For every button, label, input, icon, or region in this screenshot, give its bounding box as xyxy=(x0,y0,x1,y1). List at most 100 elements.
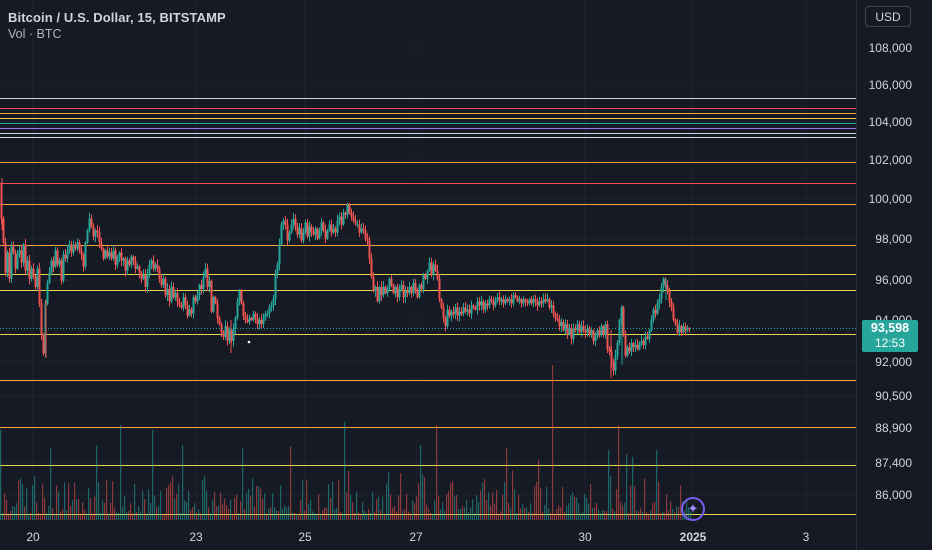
candle-body xyxy=(278,244,281,265)
candle-body xyxy=(574,328,577,331)
volume-bar xyxy=(568,503,570,520)
candle-body xyxy=(378,286,381,302)
volume-bar xyxy=(340,511,342,520)
candle-body xyxy=(82,254,85,267)
volume-bar xyxy=(408,511,410,520)
candle-body xyxy=(454,307,457,314)
candle-body xyxy=(652,309,655,320)
volume-bar xyxy=(386,483,388,520)
volume-bar xyxy=(56,485,58,520)
volume-bar xyxy=(600,513,602,520)
y-axis-ticks: 108,000 106,000 104,000 102,000 100,000 98,00… xyxy=(869,41,913,502)
x-axis-ticks: 20 23 25 27 30 2025 3 xyxy=(26,530,809,544)
volume-legend[interactable]: Vol · BTC xyxy=(8,27,62,41)
y-tick-label: 102,000 xyxy=(869,153,913,167)
volume-bar xyxy=(312,511,314,520)
candle-body xyxy=(350,212,353,217)
y-tick-label: 86,000 xyxy=(875,488,912,502)
volume-bar xyxy=(594,506,596,520)
volume-bar xyxy=(588,503,590,520)
volume-bar xyxy=(672,509,674,520)
bar-countdown: 12:53 xyxy=(874,336,906,350)
candle-body xyxy=(258,319,261,325)
volume-bar xyxy=(250,495,252,520)
volume-bar xyxy=(198,509,200,520)
candle-body xyxy=(296,226,299,235)
candle-body xyxy=(406,291,409,294)
candle-body xyxy=(668,291,671,302)
candle-body xyxy=(436,270,439,279)
volume-bar xyxy=(632,456,634,520)
volume-bar xyxy=(532,512,534,520)
volume-bar xyxy=(526,507,528,520)
candle-body xyxy=(472,305,475,308)
sparkle-icon[interactable]: ✦ xyxy=(681,497,705,521)
volume-bar xyxy=(460,508,462,520)
candle-body xyxy=(640,340,643,343)
volume-bar xyxy=(492,492,494,520)
volume-bar xyxy=(46,513,48,520)
candle-body xyxy=(432,264,435,275)
volume-bar xyxy=(300,499,302,520)
candle-body xyxy=(326,230,329,239)
candle-body xyxy=(188,309,191,316)
volume-bar xyxy=(676,506,678,520)
candle-body xyxy=(396,286,399,298)
candle-body xyxy=(304,222,307,233)
candle-body xyxy=(232,328,235,341)
candle-body xyxy=(546,299,549,302)
candle-body xyxy=(616,342,619,356)
candle-body xyxy=(526,301,529,304)
candle-body xyxy=(250,317,253,320)
candle-body xyxy=(682,326,685,333)
volume-bar xyxy=(174,498,176,520)
candle-body xyxy=(602,326,605,335)
candle-body xyxy=(676,324,679,333)
volume-bar xyxy=(498,513,500,520)
candle-body xyxy=(638,342,641,350)
volume-bar xyxy=(426,504,428,520)
candle-body xyxy=(96,230,99,233)
candle-body xyxy=(140,272,143,279)
candle-body xyxy=(558,319,561,327)
candle-body xyxy=(196,295,199,302)
candle-body xyxy=(102,248,105,259)
volume-bar xyxy=(222,504,224,520)
volume-bar xyxy=(578,503,580,520)
candle-body xyxy=(496,297,499,300)
volume-bar xyxy=(34,476,36,520)
volume-bar xyxy=(662,511,664,520)
candle-body xyxy=(488,299,491,306)
candle-body xyxy=(306,222,309,237)
candle-body xyxy=(430,262,433,275)
volume-bar xyxy=(286,507,288,520)
candle-body xyxy=(144,274,147,287)
volume-bar xyxy=(602,510,604,520)
volume-bar xyxy=(452,480,454,520)
volume-bar xyxy=(646,512,648,520)
candle-body xyxy=(466,309,469,312)
candle-body xyxy=(58,260,61,265)
candle-body xyxy=(328,224,331,231)
volume-bar xyxy=(414,503,416,520)
volume-bar xyxy=(172,476,174,520)
last-price-value: 93,598 xyxy=(870,321,910,335)
candle-body xyxy=(78,242,81,251)
candle-body xyxy=(678,326,681,333)
candle-body xyxy=(354,220,357,225)
volume-bar xyxy=(76,499,78,520)
volume-bar xyxy=(462,506,464,520)
volume-bar xyxy=(160,490,162,520)
volume-bar xyxy=(596,502,598,520)
volume-bar xyxy=(418,483,420,520)
currency-button[interactable]: USD xyxy=(865,6,911,27)
symbol-title[interactable]: Bitcoin / U.S. Dollar, 15, BITSTAMP xyxy=(8,10,226,25)
volume-bar xyxy=(262,499,264,520)
volume-bar xyxy=(128,510,130,520)
volume-bar xyxy=(382,496,384,520)
candle-body xyxy=(416,291,419,298)
volume-bar xyxy=(406,494,408,520)
candle-body xyxy=(40,303,43,335)
volume-bar xyxy=(60,511,62,520)
